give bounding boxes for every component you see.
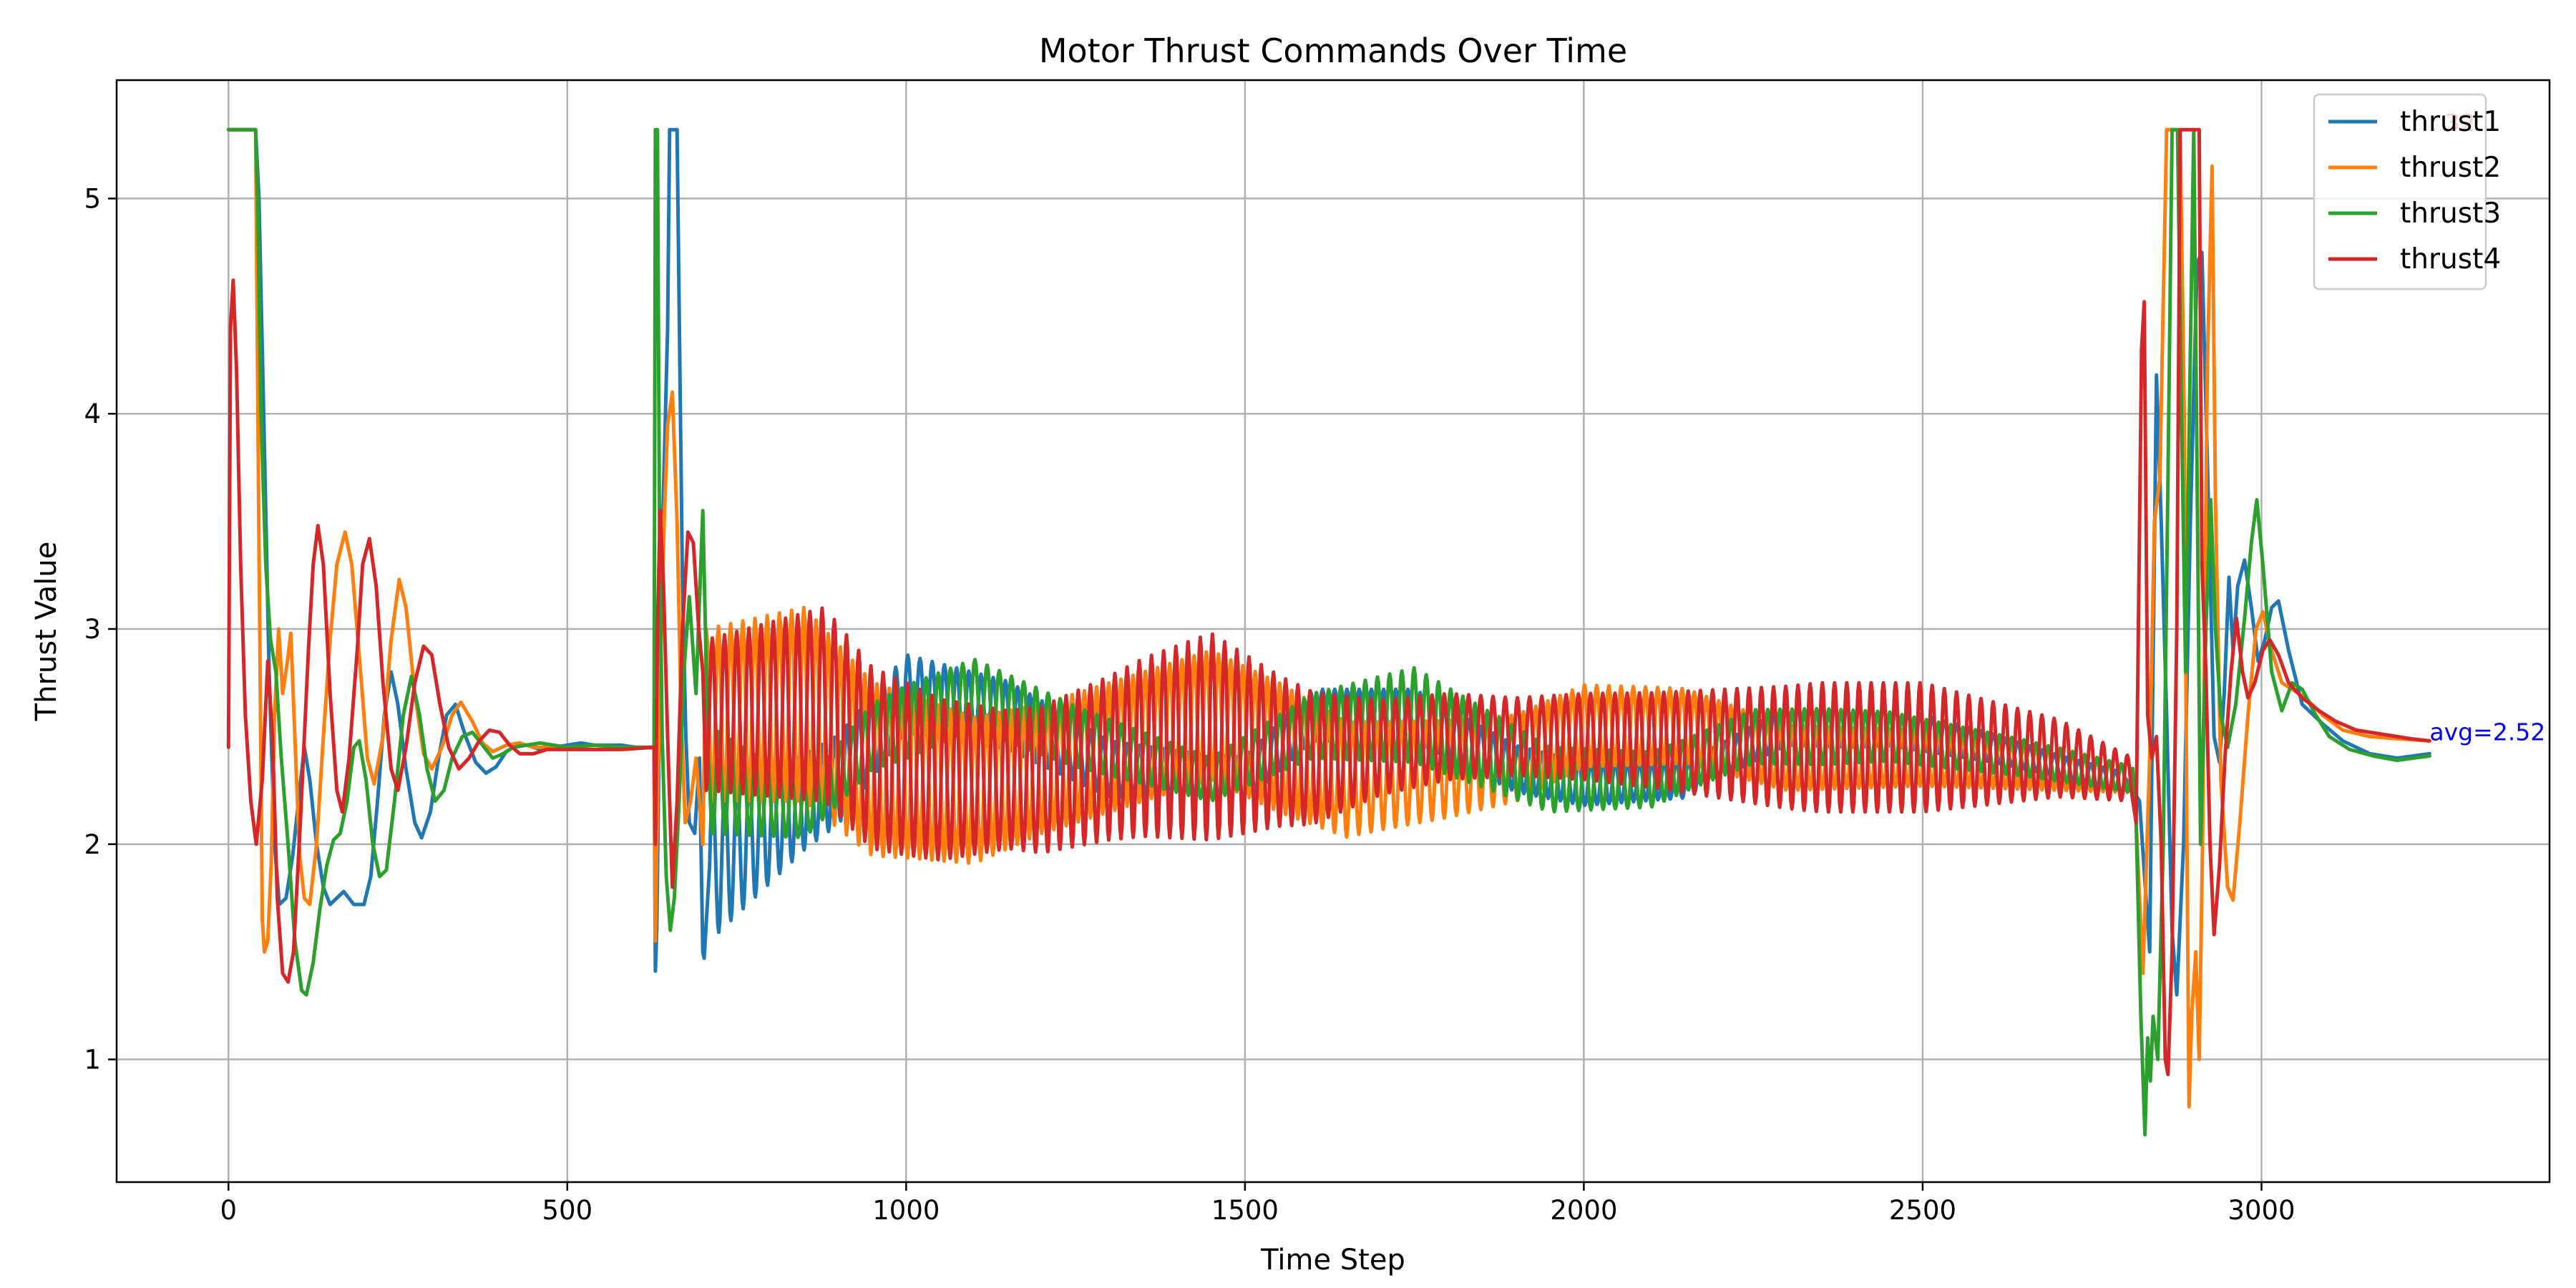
legend-label: thrust1 xyxy=(2400,106,2501,138)
series-line-thrust4 xyxy=(226,127,2431,1077)
x-axis-label: Time Step xyxy=(1260,1244,1405,1277)
legend: thrust1 thrust2 thrust3 thrust4 xyxy=(2313,93,2501,291)
y-tick-label: 1 xyxy=(84,1045,101,1075)
axis-ticks: 0 500 1000 1500 2000 2500 3000 1 2 3 4 5 xyxy=(84,183,2295,1226)
legend-label: thrust3 xyxy=(2400,197,2501,230)
x-tick-label: 500 xyxy=(542,1195,592,1226)
y-tick-label: 3 xyxy=(84,614,101,645)
y-axis-label: Thrust Value xyxy=(30,542,63,722)
x-tick-label: 2500 xyxy=(1889,1195,1956,1226)
series-lines xyxy=(226,127,2431,1137)
legend-label: thrust2 xyxy=(2400,152,2501,184)
y-tick-label: 2 xyxy=(84,829,101,860)
y-tick-label: 4 xyxy=(84,399,101,429)
x-tick-label: 1000 xyxy=(872,1195,940,1226)
legend-box xyxy=(2313,93,2487,291)
x-tick-label: 3000 xyxy=(2228,1195,2295,1226)
x-tick-label: 1500 xyxy=(1211,1195,1279,1226)
chart-title: Motor Thrust Commands Over Time xyxy=(1039,31,1627,70)
x-tick-label: 0 xyxy=(220,1195,237,1226)
y-tick-label: 5 xyxy=(84,183,101,214)
annotation-label: avg=2.52 xyxy=(2429,718,2545,746)
plot-area-frame xyxy=(115,79,2551,1184)
legend-label: thrust4 xyxy=(2400,243,2501,275)
x-tick-label: 2000 xyxy=(1550,1195,1617,1226)
